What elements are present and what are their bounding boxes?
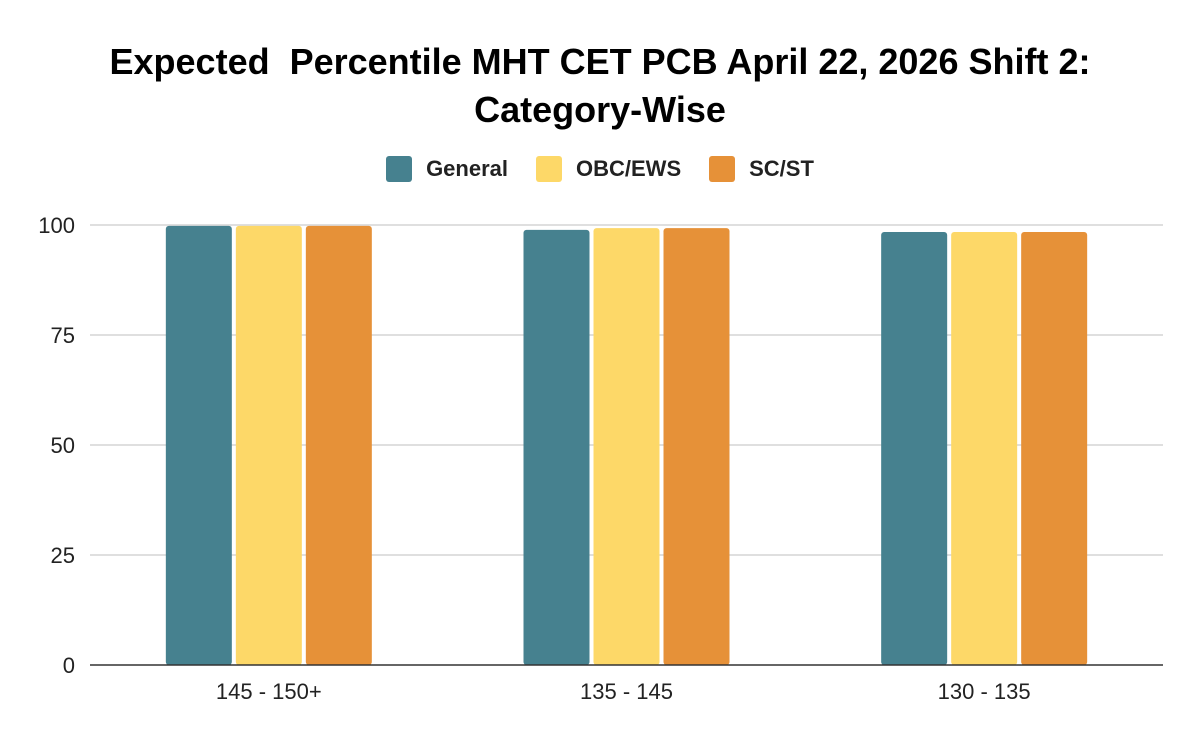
bar-general-0[interactable] [165,225,232,665]
legend-item-sc-st[interactable]: SC/ST [709,156,814,182]
legend-swatch-general [386,156,413,182]
bar-obc-ews-0[interactable] [235,225,302,665]
legend-swatch-sc-st [709,156,736,182]
legend-item-obc-ews[interactable]: OBC/EWS [536,156,681,182]
bar-sc-st-1[interactable] [663,228,730,665]
legend: General OBC/EWS SC/ST [0,156,1200,182]
bar-sc-st-0[interactable] [305,225,372,665]
y-tick-label-75: 75 [51,323,75,348]
y-tick-label-25: 25 [51,543,75,568]
y-tick-label-50: 50 [51,433,75,458]
x-tick-label-2: 130 - 135 [938,679,1031,704]
chart-title: Expected Percentile MHT CET PCB April 22… [0,38,1200,134]
legend-label-general: General [426,156,508,181]
chart-title-line-1: Expected Percentile MHT CET PCB April 22… [109,41,1091,82]
bar-sc-st-2[interactable] [1021,232,1088,666]
y-tick-label-100: 100 [38,213,75,238]
legend-label-obc-ews: OBC/EWS [576,156,682,181]
x-tick-label-1: 135 - 145 [580,679,673,704]
bar-general-1[interactable] [523,229,590,665]
bar-obc-ews-1[interactable] [593,228,660,665]
legend-item-general[interactable]: General [386,156,508,182]
bar-obc-ews-2[interactable] [951,232,1018,666]
chart-title-line-2: Category-Wise [474,89,726,130]
legend-label-sc-st: SC/ST [749,156,814,181]
y-tick-label-0: 0 [63,653,75,678]
bar-general-2[interactable] [881,232,948,666]
legend-swatch-obc-ews [536,156,562,182]
x-tick-label-0: 145 - 150+ [216,679,322,704]
